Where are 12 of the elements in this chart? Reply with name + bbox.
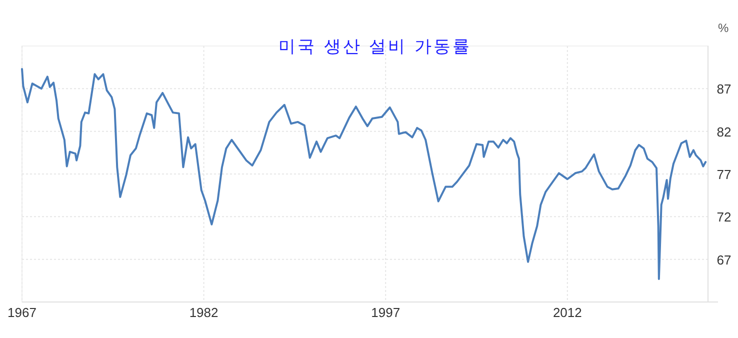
line-series	[21, 68, 707, 280]
x-tick-label: 2012	[552, 305, 582, 320]
y-tick-label: 87	[716, 82, 732, 97]
y-tick-label: 67	[716, 252, 732, 268]
x-tick-label: 1997	[371, 305, 400, 320]
x-tick-label: 1967	[8, 305, 36, 320]
y-tick-label: 77	[716, 167, 732, 182]
y-tick-label: 82	[716, 124, 732, 140]
y-tick-label: 72	[716, 210, 732, 225]
x-tick-label: 1982	[189, 305, 218, 320]
y-axis-title: %	[718, 21, 729, 35]
chart-title: 미국 생산 설비 가동률	[278, 37, 472, 57]
